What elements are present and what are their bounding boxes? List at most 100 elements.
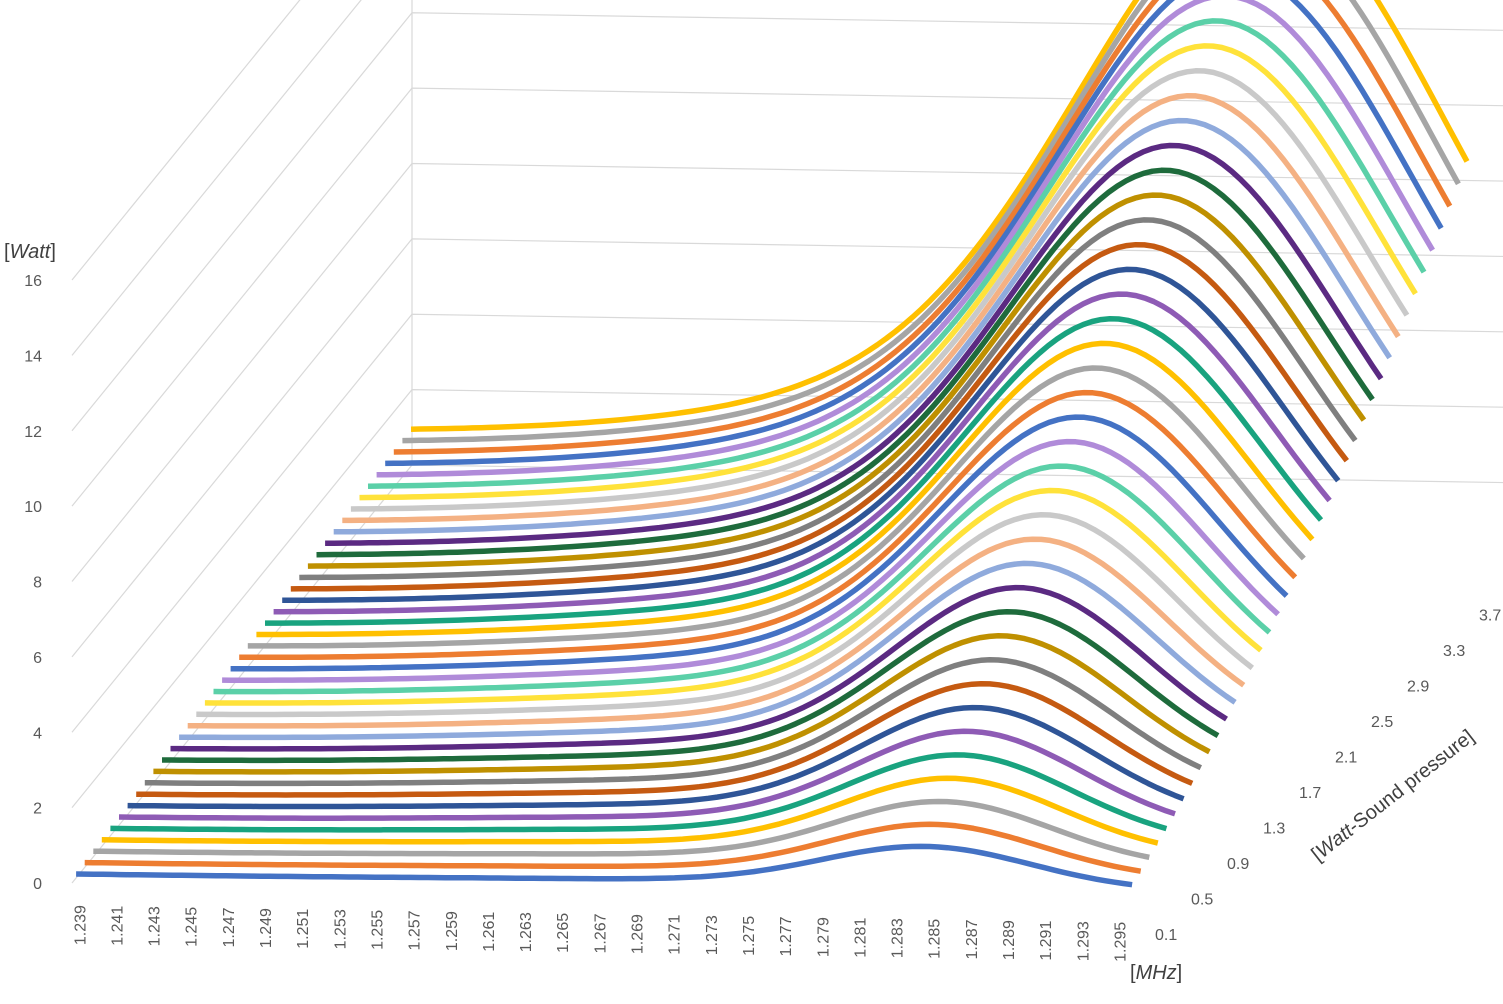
x-tick-label: 1.245: [184, 907, 201, 947]
x-tick-label: 1.289: [1001, 920, 1018, 960]
gridline: [71, 0, 362, 356]
series-line: [307, 192, 1367, 569]
x-tick-label: 1.261: [481, 912, 498, 952]
series-line: [290, 241, 1349, 592]
y-tick-label: 6: [33, 650, 42, 667]
y-tick-label: 0: [33, 876, 42, 893]
series-line: [101, 775, 1159, 846]
x-tick-label: 1.295: [1112, 922, 1129, 962]
y-tick-label: 4: [33, 725, 42, 742]
series-line: [179, 560, 1237, 741]
series-line: [84, 821, 1142, 874]
series-line: [265, 316, 1324, 626]
series-line: [316, 167, 1375, 558]
series-line: [110, 752, 1168, 833]
x-tick-label: 1.291: [1038, 921, 1055, 961]
series-line: [256, 340, 1315, 638]
depth-tick-label: 2.5: [1371, 714, 1393, 731]
gridline: [71, 162, 1503, 582]
depth-tick-label: 0.1: [1155, 927, 1177, 944]
x-tick-label: 1.251: [295, 909, 312, 949]
series-line: [230, 414, 1289, 672]
y-tick-label: 2: [33, 801, 42, 818]
depth-tick-label: 3.3: [1443, 643, 1465, 660]
series-lines: [76, 0, 1470, 888]
series-line: [204, 487, 1263, 706]
depth-tick-label: 0.5: [1191, 892, 1213, 909]
depth-axis-ticks: 0.1 0.5 0.9 1.3 1.7 2.1 2.5 2.9 3.3 3.7: [1155, 608, 1501, 945]
x-tick-label: 1.275: [741, 916, 758, 956]
x-tick-label: 1.279: [815, 917, 832, 957]
y-tick-label: 14: [24, 348, 42, 365]
series-line: [93, 798, 1150, 860]
series-line: [385, 0, 1444, 467]
x-tick-label: 1.243: [147, 906, 164, 946]
series-line: [342, 92, 1401, 524]
depth-tick-label: 3.7: [1479, 608, 1501, 625]
series-line: [239, 389, 1298, 661]
x-tick-label: 1.259: [444, 911, 461, 951]
x-tick-label: 1.273: [704, 915, 721, 955]
series-line: [393, 0, 1453, 455]
x-tick-label: 1.281: [852, 918, 869, 958]
x-tick-label: 1.283: [890, 918, 907, 958]
x-tick-label: 1.263: [518, 912, 535, 952]
x-tick-label: 1.265: [555, 913, 572, 953]
x-tick-label: 1.247: [221, 907, 238, 947]
series-line: [247, 365, 1306, 649]
series-line: [367, 18, 1427, 489]
series-line: [282, 266, 1341, 604]
series-line: [325, 142, 1384, 546]
y-tick-label: 16: [24, 273, 42, 290]
depth-tick-label: 1.7: [1299, 785, 1321, 802]
series-line: [76, 843, 1133, 888]
series-line: [170, 584, 1228, 752]
series-line: [410, 0, 1470, 432]
series-line: [136, 680, 1194, 798]
x-tick-label: 1.249: [258, 908, 275, 948]
x-tick-label: 1.293: [1075, 921, 1092, 961]
x-tick-label: 1.267: [592, 913, 609, 953]
y-tick-label: 10: [24, 499, 42, 516]
x-tick-label: 1.255: [369, 910, 386, 950]
series-line: [144, 657, 1202, 787]
series-line: [162, 609, 1220, 764]
series-line: [222, 438, 1280, 683]
depth-tick-label: 2.9: [1407, 679, 1429, 696]
x-tick-label: 1.269: [630, 914, 647, 954]
series-line: [273, 291, 1332, 615]
x-tick-label: 1.257: [407, 910, 424, 950]
series-line: [359, 43, 1418, 501]
y-axis-ticks: 0 2 4 6 8 10 12 14 16: [24, 273, 42, 893]
series-line: [118, 728, 1176, 821]
depth-tick-label: 0.9: [1227, 856, 1249, 873]
x-tick-label: 1.287: [964, 919, 981, 959]
series-line: [350, 68, 1410, 512]
gridlines: [71, 0, 1503, 884]
series-line: [196, 512, 1254, 718]
series-line: [299, 217, 1358, 581]
x-tick-label: 1.239: [72, 905, 89, 945]
x-tick-label: 1.277: [778, 916, 795, 956]
series-line: [127, 704, 1185, 810]
depth-tick-label: 2.1: [1335, 750, 1357, 767]
series-line: [153, 633, 1211, 775]
y-tick-label: 8: [33, 575, 42, 592]
depth-axis-title: [Watt-Sound pressure]: [1308, 726, 1479, 866]
series-line: [333, 117, 1392, 535]
y-axis-title: [Watt]: [4, 241, 56, 263]
x-tick-label: 1.285: [927, 919, 944, 959]
x-tick-label: 1.271: [667, 915, 684, 955]
x-axis-ticks: 1.239 1.241 1.243 1.245 1.247 1.249 1.251 1.253…: [72, 905, 1129, 962]
series-line: [402, 0, 1461, 444]
series-line: [187, 536, 1246, 729]
series-line: [376, 0, 1435, 478]
gridline: [71, 0, 301, 281]
gridline: [71, 12, 1503, 432]
x-tick-label: 1.241: [109, 906, 126, 946]
x-tick-label: 1.253: [332, 909, 349, 949]
series-line: [213, 463, 1272, 695]
y-tick-label: 12: [24, 424, 42, 441]
x-axis-title: [MHz]: [1130, 962, 1182, 984]
